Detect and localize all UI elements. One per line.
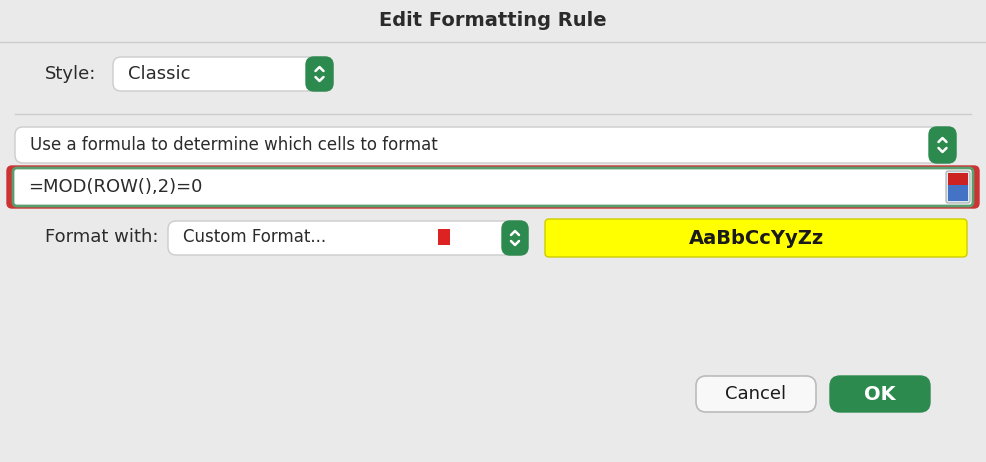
Text: AaBbCcYyZz: AaBbCcYyZz — [688, 229, 823, 248]
FancyBboxPatch shape — [7, 166, 979, 208]
Text: OK: OK — [864, 384, 896, 403]
FancyBboxPatch shape — [168, 221, 528, 255]
Text: Cancel: Cancel — [726, 385, 787, 403]
Text: =MOD(ROW(),2)=0: =MOD(ROW(),2)=0 — [28, 178, 202, 196]
Text: Classic: Classic — [128, 65, 190, 83]
Bar — [438, 229, 450, 245]
FancyBboxPatch shape — [13, 168, 973, 206]
Text: Style:: Style: — [45, 65, 97, 83]
Text: Use a formula to determine which cells to format: Use a formula to determine which cells t… — [30, 136, 438, 154]
Bar — [948, 173, 968, 185]
FancyBboxPatch shape — [696, 376, 816, 412]
FancyBboxPatch shape — [113, 57, 333, 91]
FancyBboxPatch shape — [306, 57, 333, 91]
FancyBboxPatch shape — [545, 219, 967, 257]
Text: Format with:: Format with: — [45, 228, 159, 246]
Text: Edit Formatting Rule: Edit Formatting Rule — [380, 12, 606, 30]
FancyBboxPatch shape — [946, 171, 970, 203]
FancyBboxPatch shape — [502, 221, 528, 255]
FancyBboxPatch shape — [929, 127, 956, 163]
Bar — [948, 185, 968, 201]
FancyBboxPatch shape — [15, 127, 956, 163]
Text: Custom Format...: Custom Format... — [183, 228, 326, 246]
FancyBboxPatch shape — [830, 376, 930, 412]
